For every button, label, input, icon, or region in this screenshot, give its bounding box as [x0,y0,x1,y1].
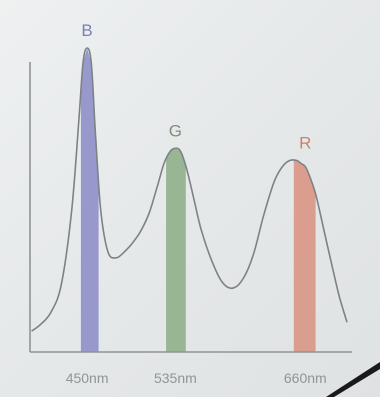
peak-label-r: R [299,134,311,153]
x-tick-label: 535nm [154,370,197,386]
peak-labels: B G R [81,21,311,153]
band-b [80,48,99,352]
band-g [166,148,186,352]
peak-label-g: G [169,121,182,140]
bands-layer [80,48,316,352]
pen-stroke [326,362,380,397]
tick-labels: 450nm 535nm 660nm [66,370,327,386]
x-tick-label: 450nm [66,370,109,386]
peak-label-b: B [81,21,92,40]
band-r [293,160,316,352]
spectrum-curve [31,47,348,332]
x-tick-label: 660nm [284,370,327,386]
